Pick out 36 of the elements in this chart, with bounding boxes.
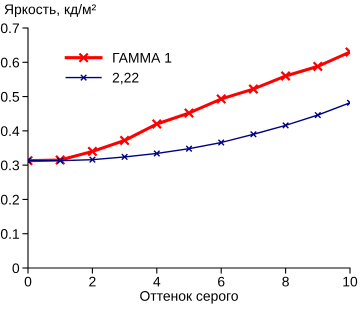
x-tick-label: 8 [282, 276, 289, 287]
x-axis-title: Оттенок серого [140, 291, 238, 304]
legend-label: 2,22 [112, 72, 138, 84]
point [314, 112, 322, 119]
x-tick-label: 0 [24, 276, 32, 287]
y-tick-label: 0.5 [0, 92, 20, 102]
point [184, 108, 194, 118]
point [153, 150, 160, 157]
y-tick-label: 0.1 [0, 229, 19, 239]
point [280, 70, 291, 82]
point [218, 139, 225, 146]
point [248, 84, 259, 94]
point [216, 94, 226, 104]
point [121, 153, 128, 160]
legend-label: ГАММА 1 [113, 53, 172, 63]
point [119, 135, 130, 146]
x-tick-label: 2 [89, 276, 96, 286]
point [312, 61, 324, 72]
y-tick-label: 0.2 [0, 194, 19, 205]
point [186, 145, 192, 152]
point [282, 122, 290, 129]
point [152, 118, 162, 130]
y-tick-label: 0.4 [0, 126, 20, 136]
y-tick-label: 0.3 [0, 160, 20, 170]
y-tick-label: 0.7 [0, 23, 19, 34]
x-tick-label: 6 [218, 276, 224, 287]
point [87, 146, 98, 157]
point [56, 157, 64, 164]
x-tick-label: 10 [343, 276, 358, 287]
y-tick-label: 0 [12, 263, 20, 274]
x-tick-label: 4 [153, 276, 160, 286]
y-axis-title: Яркость, кд/м² [4, 4, 96, 17]
point [54, 154, 66, 166]
y-tick-label: 0.6 [0, 58, 20, 68]
point [88, 156, 96, 164]
point [250, 130, 257, 138]
